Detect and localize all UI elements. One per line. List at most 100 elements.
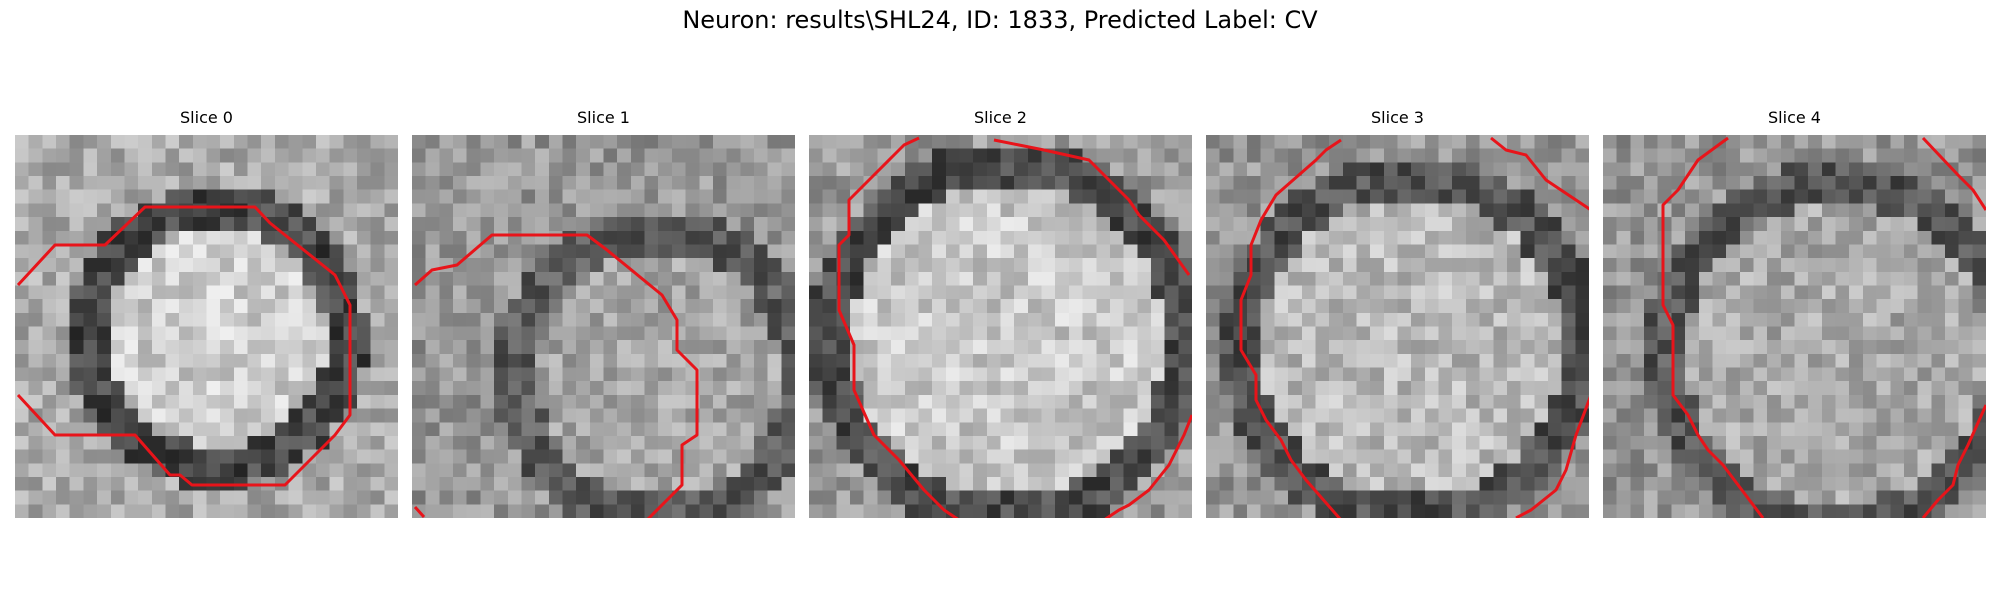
- pixel: [589, 312, 605, 328]
- pixel: [1685, 463, 1700, 478]
- pixel: [576, 394, 591, 410]
- pixel: [1411, 381, 1426, 396]
- pixel: [69, 299, 84, 314]
- pixel: [1506, 381, 1522, 396]
- pixel: [1150, 394, 1166, 410]
- pixel: [1150, 176, 1166, 191]
- pixel: [425, 463, 440, 478]
- pixel: [1780, 504, 1796, 518]
- pixel: [562, 381, 577, 396]
- pixel: [288, 299, 303, 314]
- pixel: [1329, 148, 1344, 163]
- pixel: [1767, 203, 1782, 218]
- pixel: [891, 162, 906, 177]
- pixel: [1219, 340, 1234, 355]
- pixel: [1206, 230, 1221, 246]
- pixel: [1794, 422, 1809, 437]
- pixel: [603, 258, 618, 273]
- pixel: [1671, 353, 1686, 369]
- pixel: [685, 490, 700, 505]
- pixel: [1123, 312, 1138, 328]
- pixel: [1506, 490, 1522, 505]
- pixel: [836, 394, 851, 410]
- pixel: [494, 408, 509, 423]
- pixel: [712, 162, 728, 177]
- pixel: [822, 312, 837, 328]
- pixel: [809, 258, 824, 273]
- pixel: [453, 230, 468, 246]
- pixel: [1547, 381, 1563, 396]
- pixel: [274, 449, 290, 464]
- pixel: [1644, 244, 1659, 259]
- pixel: [863, 340, 878, 355]
- pixel: [1465, 408, 1481, 423]
- pixel: [1027, 148, 1043, 163]
- pixel: [1219, 299, 1234, 314]
- pixel: [329, 312, 344, 328]
- pixel: [466, 490, 481, 505]
- pixel: [918, 148, 933, 163]
- pixel: [507, 422, 523, 437]
- pixel: [1903, 463, 1919, 478]
- pixel: [1233, 258, 1248, 273]
- pixel: [1082, 490, 1097, 505]
- pixel: [548, 299, 564, 314]
- pixel: [247, 367, 262, 382]
- pixel: [959, 285, 974, 300]
- pixel: [740, 381, 755, 396]
- pixel: [1274, 463, 1289, 478]
- pixel: [548, 340, 564, 355]
- pixel: [891, 271, 906, 287]
- pixel: [110, 381, 126, 396]
- pixel: [1055, 244, 1070, 259]
- pixel: [274, 189, 290, 204]
- pixel: [1575, 381, 1589, 396]
- pixel: [1452, 367, 1467, 382]
- pixel: [535, 476, 550, 492]
- pixel: [425, 162, 440, 177]
- pixel: [1274, 135, 1289, 150]
- pixel: [206, 490, 221, 505]
- pixel: [151, 244, 167, 259]
- pixel: [138, 244, 153, 259]
- pixel: [1794, 340, 1809, 355]
- pixel: [1068, 189, 1084, 204]
- pixel: [1150, 312, 1166, 328]
- pixel: [1479, 176, 1494, 191]
- pixel: [658, 504, 673, 518]
- pixel: [1342, 203, 1358, 218]
- pixel: [425, 422, 440, 437]
- pixel: [165, 217, 180, 232]
- pixel: [179, 408, 194, 423]
- pixel: [1247, 148, 1262, 163]
- pixel: [1849, 435, 1864, 451]
- pixel: [1014, 271, 1029, 287]
- pixel: [192, 326, 208, 341]
- pixel: [1547, 340, 1563, 355]
- pixel: [1534, 162, 1549, 177]
- pixel: [1821, 271, 1837, 287]
- pixel: [69, 449, 84, 464]
- pixel: [1603, 422, 1618, 437]
- pixel: [1603, 435, 1618, 451]
- pixel: [644, 476, 659, 492]
- pixel: [247, 340, 262, 355]
- pixel: [1082, 463, 1097, 478]
- pixel: [535, 408, 550, 423]
- pixel: [589, 162, 605, 177]
- pixel: [1329, 285, 1344, 300]
- pixel: [699, 408, 714, 423]
- pixel: [329, 353, 344, 369]
- pixel: [1315, 408, 1330, 423]
- pixel: [110, 285, 126, 300]
- pixel: [1342, 449, 1358, 464]
- pixel: [329, 217, 344, 232]
- pixel: [959, 504, 974, 518]
- pixel: [1561, 326, 1576, 341]
- pixel: [1644, 203, 1659, 218]
- pixel: [1041, 203, 1056, 218]
- pixel: [69, 203, 84, 218]
- pixel: [1383, 490, 1399, 505]
- pixel: [1452, 449, 1467, 464]
- pixel: [1383, 148, 1399, 163]
